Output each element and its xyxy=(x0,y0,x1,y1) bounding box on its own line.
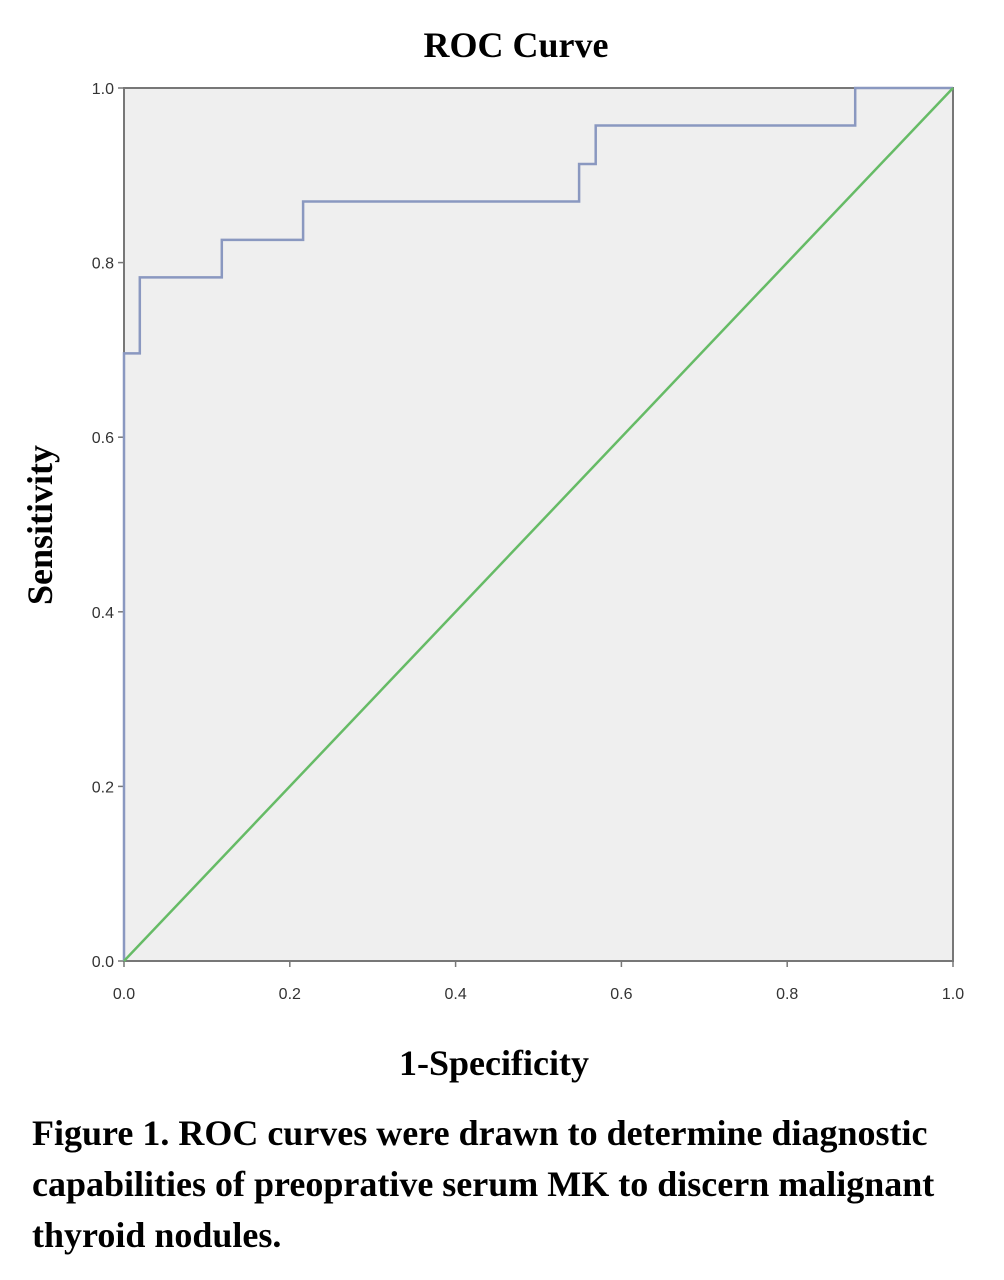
series-group xyxy=(122,86,954,962)
y-tick-label: 0.8 xyxy=(92,256,114,273)
x-tick-label: 0.2 xyxy=(279,986,301,1003)
y-tick-label: 0.2 xyxy=(92,779,114,796)
reference-diagonal-line xyxy=(123,87,954,962)
y-tick-label: 1.0 xyxy=(92,81,114,98)
roc-curve-line xyxy=(122,86,953,961)
x-tick-label: 0.8 xyxy=(776,986,798,1003)
y-axis-label: Sensitivity xyxy=(20,445,60,605)
y-tick-label: 0.4 xyxy=(92,605,114,622)
y-tick-label: 0.6 xyxy=(92,430,114,447)
x-tick-label: 1.0 xyxy=(942,986,964,1003)
y-tick-label: 0.0 xyxy=(92,954,114,971)
x-axis-label: 1-Specificity xyxy=(399,1043,589,1083)
figure-caption: Figure 1. ROC curves were drawn to deter… xyxy=(32,1113,935,1255)
x-tick-label: 0.4 xyxy=(444,986,466,1003)
x-tick-label: 0.0 xyxy=(113,986,135,1003)
x-tick-label: 0.6 xyxy=(610,986,632,1003)
chart-title: ROC Curve xyxy=(424,25,609,65)
axis-ticks: 0.0 0.2 0.4 0.6 0.8 1.0 0.0 0.2 0.4 0.6 0.8 1.0 xyxy=(92,81,964,1003)
roc-chart: ROC Curve 0.0 0.2 0.4 0.6 0.8 1.0 0.0 0.2 0.4 0.6… xyxy=(20,25,964,1083)
